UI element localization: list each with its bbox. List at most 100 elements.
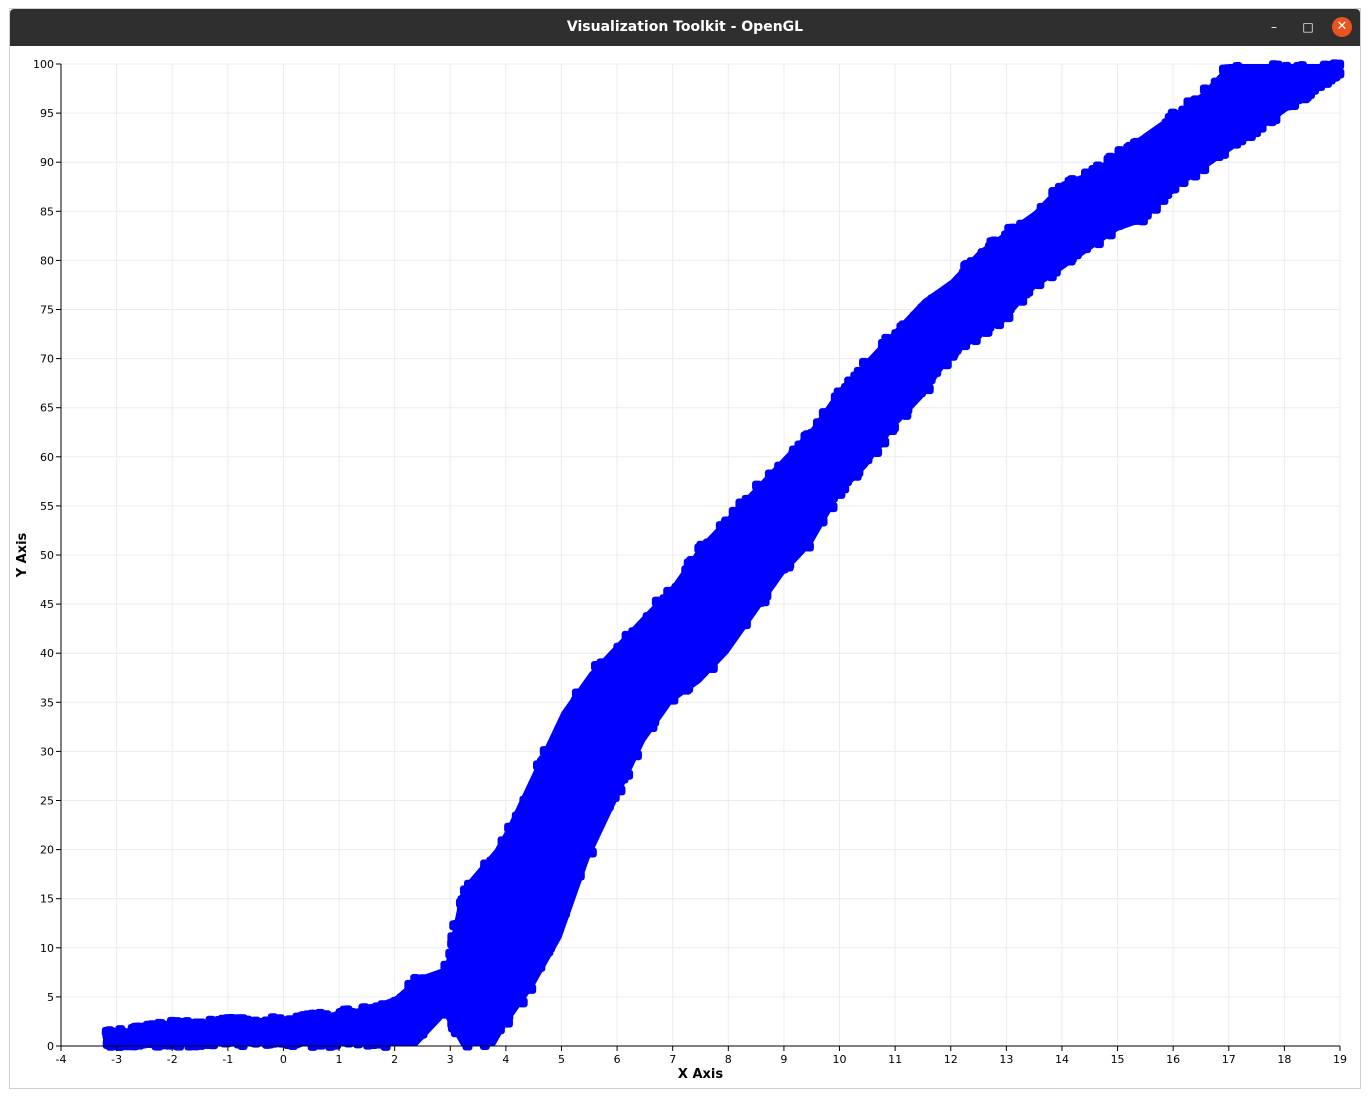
data-point [639,657,650,668]
data-point [558,772,569,783]
data-point [1263,87,1274,98]
data-point [189,1019,200,1030]
data-point [1181,161,1192,172]
data-point [689,640,700,651]
y-tick-label: 30 [40,745,54,758]
data-point [872,375,883,386]
data-point [357,1030,368,1041]
data-point [782,456,793,467]
x-tick-label: 2 [391,1053,398,1066]
data-point [1198,96,1209,107]
data-point [617,673,628,684]
data-point [598,683,609,694]
data-point [614,684,625,695]
x-tick-label: -2 [167,1053,178,1066]
data-point [506,894,517,905]
y-tick-label: 45 [40,598,54,611]
data-point [197,1037,208,1048]
data-point [538,755,549,766]
data-point [1199,164,1210,175]
data-point [1256,122,1267,133]
data-point [917,344,928,355]
data-point [408,1010,419,1021]
y-tick-label: 40 [40,647,54,660]
minimize-button[interactable]: – [1271,20,1277,34]
data-point [638,700,649,711]
data-point [358,1020,369,1031]
data-point [567,802,578,813]
data-point [455,1001,466,1012]
data-point [404,979,415,990]
data-point [686,629,697,640]
data-point [1225,114,1236,125]
data-point [377,1008,388,1019]
data-point [1224,98,1235,109]
data-point [1263,105,1274,116]
data-point [1188,131,1199,142]
data-point [833,387,844,398]
data-point [1161,131,1172,142]
data-point [736,562,747,573]
data-point [642,612,653,623]
y-tick-label: 15 [40,893,54,906]
data-point [803,541,814,552]
data-point [552,885,563,896]
data-point [616,753,627,764]
data-point [1062,242,1073,253]
data-point [989,272,1000,283]
y-tick-label: 10 [40,942,54,955]
data-point [659,594,670,605]
data-point [941,310,952,321]
y-tick-label: 80 [40,254,54,267]
data-point [257,1019,268,1030]
data-point [556,794,567,805]
data-point [107,1027,118,1038]
data-point [1064,187,1075,198]
data-point [1092,179,1103,190]
data-point [503,880,514,891]
maximize-button[interactable]: □ [1302,20,1314,34]
data-point [931,366,942,377]
data-point [922,377,933,388]
data-point [739,614,750,625]
data-point [571,688,582,699]
data-point [540,845,551,856]
data-point [898,361,909,372]
data-point [682,615,693,626]
data-point [497,836,508,847]
data-point [1163,119,1174,130]
data-point [543,880,554,891]
data-point [613,698,624,709]
data-point [1030,277,1041,288]
data-point [440,960,451,971]
data-point [1218,110,1229,121]
data-point [605,710,616,721]
data-point [1130,166,1141,177]
x-tick-label: 4 [502,1053,509,1066]
close-button[interactable]: ✕ [1332,17,1352,37]
data-point [841,476,852,487]
data-point [368,1039,379,1050]
data-point [332,1011,343,1022]
data-point [1105,152,1116,163]
data-point [786,508,797,519]
data-point [480,868,491,879]
data-point [1235,121,1246,132]
data-point [243,1032,254,1043]
data-point [586,741,597,752]
data-point [655,685,666,696]
data-point [1150,200,1161,211]
data-point [554,834,565,845]
data-point [653,703,664,714]
data-point [803,476,814,487]
data-point [518,889,529,900]
data-point [1210,77,1221,88]
data-point [577,799,588,810]
data-point [721,598,732,609]
data-point [520,854,531,865]
x-tick-label: 13 [999,1053,1013,1066]
data-point [728,571,739,582]
data-point [1074,237,1085,248]
data-point [482,878,493,889]
data-point [475,915,486,926]
